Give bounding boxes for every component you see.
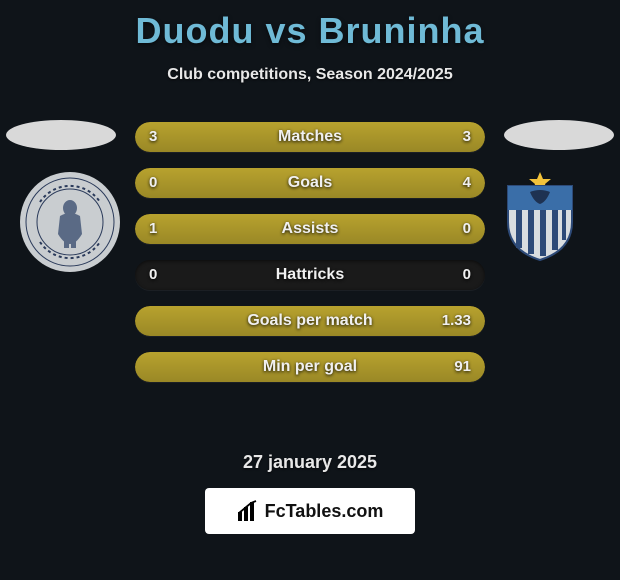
stat-value-right: 91 <box>454 352 471 382</box>
stat-label: Assists <box>135 214 485 244</box>
stat-value-right: 0 <box>463 214 471 244</box>
stat-value-left: 3 <box>149 122 157 152</box>
stat-value-right: 0 <box>463 260 471 290</box>
stat-value-right: 1.33 <box>442 306 471 336</box>
stats-container: Matches33Goals04Assists10Hattricks00Goal… <box>135 122 485 398</box>
crest-right <box>500 172 600 272</box>
page-title: Duodu vs Bruninha <box>0 0 620 52</box>
stat-row: Assists1 0 <box>135 214 485 244</box>
stat-row: Hattricks0 0 <box>135 260 485 290</box>
stat-value-left: 0 <box>149 260 157 290</box>
crest-left <box>20 172 120 272</box>
subtitle: Club competitions, Season 2024/2025 <box>0 66 620 84</box>
stat-label: Hattricks <box>135 260 485 290</box>
stat-row: Matches3 3 <box>135 122 485 152</box>
stat-value-right: 4 <box>463 168 471 198</box>
apollon-crest-icon <box>20 172 120 272</box>
stat-label: Min per goal <box>135 352 485 382</box>
stat-label: Matches <box>135 122 485 152</box>
crest-left-circle <box>20 172 120 272</box>
branding-badge[interactable]: FcTables.com <box>205 488 415 534</box>
player-right-avatar-placeholder <box>504 120 614 150</box>
anorthosis-crest-icon <box>500 172 580 262</box>
stat-label: Goals <box>135 168 485 198</box>
stat-label: Goals per match <box>135 306 485 336</box>
stat-value-left: 0 <box>149 168 157 198</box>
stat-row: Goals0 4 <box>135 168 485 198</box>
stat-row: Goals per match1.33 <box>135 306 485 336</box>
stat-value-left: 1 <box>149 214 157 244</box>
date-text: 27 january 2025 <box>0 452 620 473</box>
stat-value-right: 3 <box>463 122 471 152</box>
branding-text: FcTables.com <box>265 501 384 522</box>
player-left-avatar-placeholder <box>6 120 116 150</box>
fctables-logo-icon <box>237 500 259 522</box>
stat-row: Min per goal91 <box>135 352 485 382</box>
